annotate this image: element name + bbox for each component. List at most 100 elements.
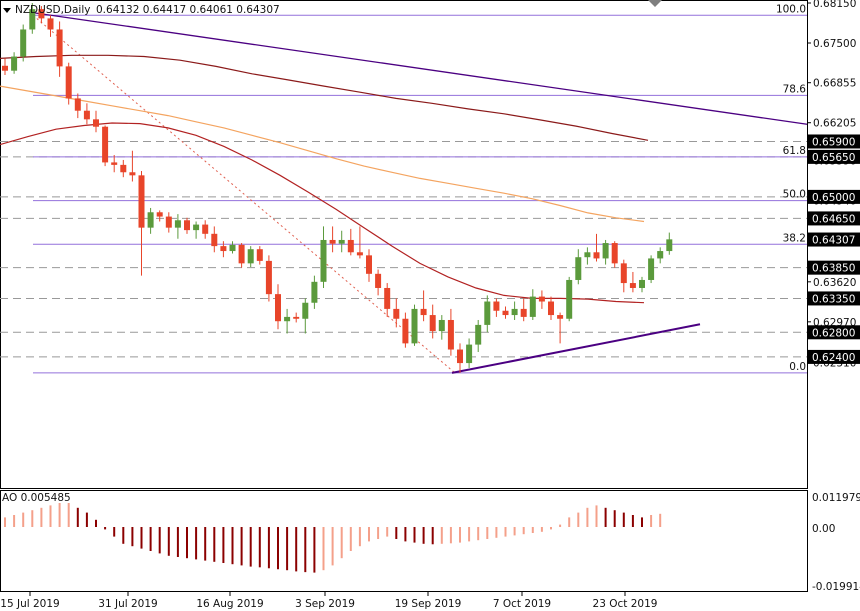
candle-body xyxy=(2,65,8,71)
time-tick-label: 16 Aug 2019 xyxy=(196,598,263,610)
price-tick-label: 0.67500 xyxy=(813,38,856,50)
chart-shift-marker-icon[interactable] xyxy=(648,0,662,7)
candle-body xyxy=(165,216,172,228)
candle-body xyxy=(666,239,673,252)
candle-body xyxy=(402,318,409,344)
candle-body xyxy=(38,9,45,19)
current-price-tag xyxy=(808,232,860,247)
fib-level-label: 38.2 xyxy=(783,232,806,244)
candle-body xyxy=(284,316,291,322)
candle-body xyxy=(74,98,81,111)
candle-body xyxy=(129,172,136,176)
candle-body xyxy=(548,301,554,316)
candle-body xyxy=(457,349,463,364)
candle-body xyxy=(511,308,518,316)
candle-body xyxy=(347,239,354,253)
candle-body xyxy=(338,239,345,244)
candle-body xyxy=(493,301,500,311)
candle-body xyxy=(529,296,536,317)
candle-body xyxy=(293,316,300,319)
level-tag xyxy=(808,211,860,226)
candle-body xyxy=(420,308,427,316)
candle-body xyxy=(466,344,473,364)
candle-body xyxy=(320,239,327,282)
level-tag xyxy=(808,149,860,164)
price-tick-label: 0.68150 xyxy=(813,0,856,10)
candle-body xyxy=(447,319,454,350)
candle-body xyxy=(438,319,445,332)
time-tick-label: 15 Jul 2019 xyxy=(0,598,59,610)
candle-body xyxy=(557,315,564,319)
ma-slow-line xyxy=(0,54,649,141)
candle-body xyxy=(147,212,154,228)
price-tick-label: 0.63620 xyxy=(813,277,856,289)
candle-body xyxy=(29,9,36,30)
fib-level-label: 50.0 xyxy=(783,189,806,201)
candle-body xyxy=(47,18,54,30)
candle-body xyxy=(56,29,63,67)
candle-body xyxy=(265,260,272,295)
level-tag xyxy=(808,291,860,306)
price-axis-layer: 0.681500.675000.668550.662050.655900.649… xyxy=(807,0,860,369)
candle-body xyxy=(411,308,418,344)
candle-body xyxy=(256,249,263,261)
fibonacci-layer: 100.0 78.6 61.8 50.0 38.2 0.0 xyxy=(32,3,807,374)
candle-body xyxy=(639,279,645,288)
candle-body xyxy=(229,244,236,252)
price-tick-label: 0.66855 xyxy=(813,78,856,90)
candle-body xyxy=(429,315,436,332)
fib-level-label: 0.0 xyxy=(789,361,806,373)
candle-body xyxy=(247,249,254,264)
candle-body xyxy=(356,252,363,256)
candle-body xyxy=(575,257,582,280)
level-tag xyxy=(808,260,860,275)
candle-body xyxy=(620,263,627,284)
candle-body xyxy=(275,294,281,322)
candle-body xyxy=(375,273,382,288)
moving-average-layer xyxy=(0,54,649,304)
ao-label: AO 0.005485 xyxy=(2,492,71,504)
candle-body xyxy=(384,287,391,309)
candle-body xyxy=(174,220,181,228)
candle-body xyxy=(602,243,609,259)
candle-body xyxy=(584,252,591,258)
level-tag-label: 0.65000 xyxy=(812,192,855,204)
candle-body xyxy=(311,281,318,303)
candle-body xyxy=(20,29,27,57)
candle-body xyxy=(329,239,336,244)
candle-body xyxy=(184,220,190,231)
time-tick-label: 23 Oct 2019 xyxy=(593,598,658,610)
ao-axis-bottom: -0.019914 xyxy=(812,581,860,593)
candle-body xyxy=(238,244,245,264)
level-tag xyxy=(808,189,860,204)
candle-body xyxy=(120,164,127,173)
candle-body xyxy=(538,296,545,302)
candle-body xyxy=(502,310,509,316)
candle-body xyxy=(111,162,118,165)
candle-body xyxy=(484,301,491,325)
ao-histogram-layer xyxy=(4,503,662,573)
candles-layer xyxy=(2,3,673,373)
level-tag xyxy=(808,134,860,149)
collapse-triangle-icon[interactable] xyxy=(3,8,11,13)
price-tick-label: 0.66205 xyxy=(813,118,856,130)
candle-body xyxy=(193,224,200,231)
candle-body xyxy=(611,243,618,264)
level-tag xyxy=(808,349,860,364)
uptrend-line xyxy=(451,323,701,374)
candle-body xyxy=(202,224,209,234)
downtrend-line xyxy=(29,11,808,125)
candle-body xyxy=(520,308,527,317)
candle-body xyxy=(138,175,145,228)
trendline-layer xyxy=(29,11,808,374)
level-tag-label: 0.62800 xyxy=(812,327,855,339)
main-plot-frame xyxy=(0,0,808,489)
candle-body xyxy=(629,283,636,288)
fib-level-label: 78.6 xyxy=(783,83,807,95)
candle-body xyxy=(366,255,372,274)
candle-body xyxy=(566,279,573,319)
candle-body xyxy=(156,212,163,217)
ao-axis-top: 0.011979 xyxy=(812,492,860,504)
candle-body xyxy=(83,110,90,120)
symbol-label: NZDUSD,Daily xyxy=(15,4,90,16)
